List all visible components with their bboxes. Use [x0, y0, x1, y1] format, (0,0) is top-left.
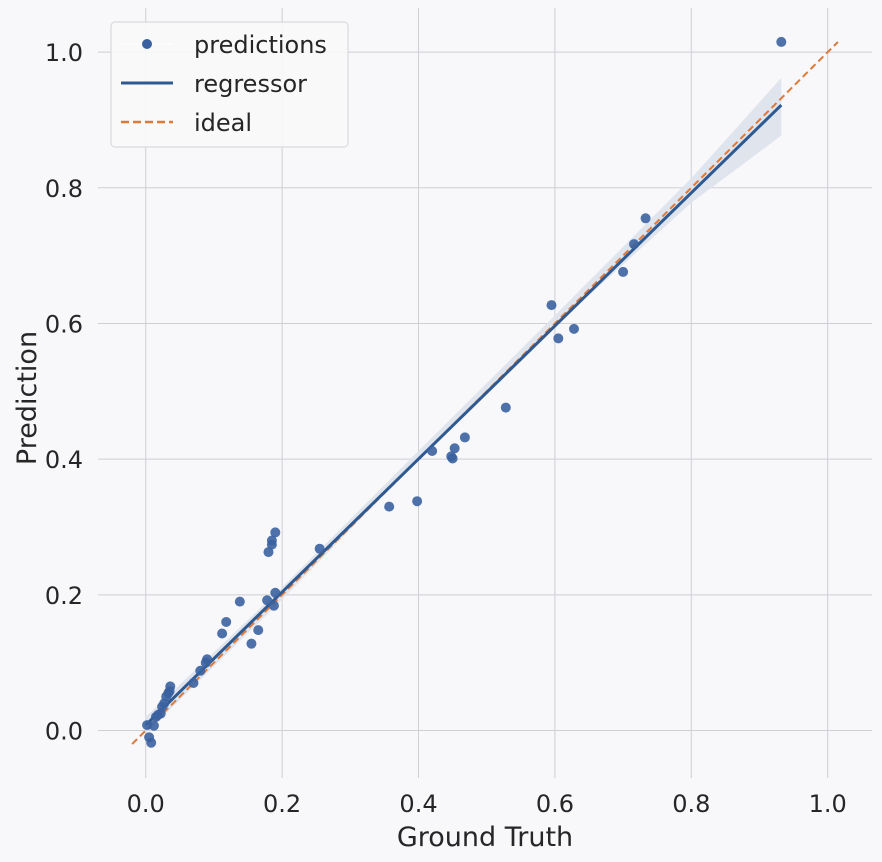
legend-box	[110, 21, 349, 148]
prediction-point	[776, 36, 787, 47]
prediction-point	[500, 402, 511, 413]
x-tick-label: 0.0	[127, 790, 165, 818]
prediction-point	[234, 596, 245, 607]
prediction-point	[270, 587, 281, 598]
prediction-point	[221, 616, 232, 627]
prediction-point	[246, 638, 257, 649]
prediction-point	[165, 681, 176, 692]
x-tick-label: 1.0	[809, 790, 847, 818]
y-axis-title: Prediction	[12, 331, 43, 465]
y-tick-label: 1.0	[45, 39, 83, 67]
prediction-point	[459, 432, 470, 443]
y-tick-label: 0.0	[45, 718, 83, 746]
prediction-point	[268, 600, 279, 611]
legend-regressor-label: regressor	[194, 70, 307, 98]
prediction-point	[146, 737, 157, 748]
legend: predictions regressor ideal	[110, 21, 349, 148]
prediction-point	[195, 665, 206, 676]
prediction-point	[188, 678, 199, 689]
prediction-point	[568, 323, 579, 334]
y-tick-label: 0.2	[45, 582, 83, 610]
prediction-point	[546, 300, 557, 311]
x-tick-label: 0.4	[399, 790, 437, 818]
prediction-point	[618, 266, 629, 277]
legend-predictions-marker	[142, 39, 152, 49]
x-tick-label: 0.8	[672, 790, 710, 818]
prediction-point	[202, 654, 213, 665]
x-tick-label: 0.2	[263, 790, 301, 818]
x-tick-label: 0.6	[536, 790, 574, 818]
prediction-point	[553, 333, 564, 344]
prediction-point	[263, 547, 274, 558]
prediction-point	[262, 595, 273, 606]
prediction-point	[217, 628, 228, 639]
prediction-point	[270, 527, 281, 538]
y-tick-label: 0.6	[45, 310, 83, 338]
x-axis-title: Ground Truth	[397, 822, 573, 853]
prediction-point	[384, 501, 395, 512]
legend-predictions-label: predictions	[194, 31, 327, 59]
prediction-point	[427, 446, 438, 457]
prediction-point	[447, 453, 458, 464]
prediction-point	[412, 496, 423, 507]
prediction-point	[629, 239, 640, 250]
regressor-line	[144, 103, 783, 727]
legend-ideal-label: ideal	[194, 109, 252, 137]
y-tick-label: 0.4	[45, 446, 83, 474]
prediction-point	[148, 720, 159, 731]
prediction-point	[449, 443, 460, 454]
prediction-point	[253, 625, 264, 636]
prediction-point	[266, 535, 277, 546]
prediction-point	[640, 213, 651, 224]
y-tick-label: 0.8	[45, 175, 83, 203]
prediction-point	[314, 543, 325, 554]
